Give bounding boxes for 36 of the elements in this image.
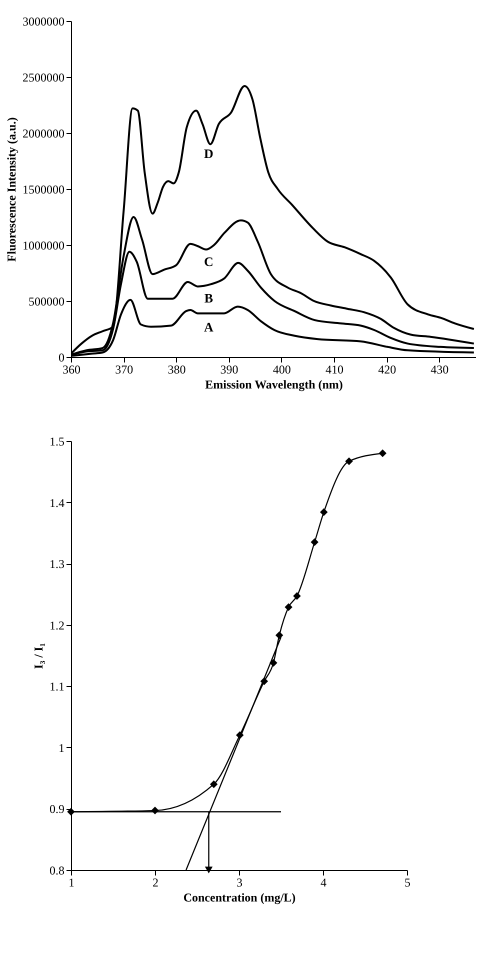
y-tick-label: 500000 <box>28 294 64 308</box>
y-tick-label: 0 <box>58 350 64 364</box>
y-tick-label: 1.1 <box>50 680 64 694</box>
x-tick-label: 5 <box>404 876 410 890</box>
y-tick-label: 1.2 <box>50 618 64 632</box>
x-tick-label: 4 <box>320 876 326 890</box>
x-tick-label: 2 <box>152 876 158 890</box>
x-tick-label: 410 <box>325 362 344 376</box>
series-label: A <box>204 319 214 334</box>
y-tick-label: 1500000 <box>22 182 64 196</box>
y-tick-label: 0.9 <box>50 802 64 816</box>
series-label: C <box>204 254 214 270</box>
y-tick-label: 1.3 <box>50 557 64 572</box>
x-tick-label: 1 <box>68 876 74 890</box>
x-tick-label: 400 <box>272 362 291 376</box>
x-axis-title: Emission Wavelength (nm) <box>205 378 343 392</box>
y-tick-label: 2500000 <box>22 70 64 84</box>
x-tick-label: 380 <box>168 362 186 376</box>
y-tick-label: 2000000 <box>22 126 64 140</box>
series-label: B <box>204 290 214 306</box>
series-label: D <box>204 146 214 161</box>
x-tick-label: 390 <box>220 362 238 376</box>
x-axis-title: Concentration (mg/L) <box>183 890 296 904</box>
x-tick-label: 3 <box>236 876 242 890</box>
y-tick-label: 1000000 <box>22 238 64 252</box>
x-tick-label: 360 <box>62 362 80 376</box>
y-axis-title: Fluorescence Intensity (a.u.) <box>4 117 18 262</box>
y-tick-label: 1 <box>58 740 64 755</box>
x-tick-label: 430 <box>430 362 449 376</box>
y-axis-title: I₃ / I₁ <box>32 642 46 669</box>
y-tick-label: 1.5 <box>50 434 64 448</box>
x-tick-label: 370 <box>115 362 134 376</box>
y-tick-label: 3000000 <box>22 14 64 28</box>
y-tick-label: 0.8 <box>50 864 64 878</box>
x-tick-label: 420 <box>378 362 396 376</box>
y-tick-label: 1.4 <box>50 496 64 510</box>
